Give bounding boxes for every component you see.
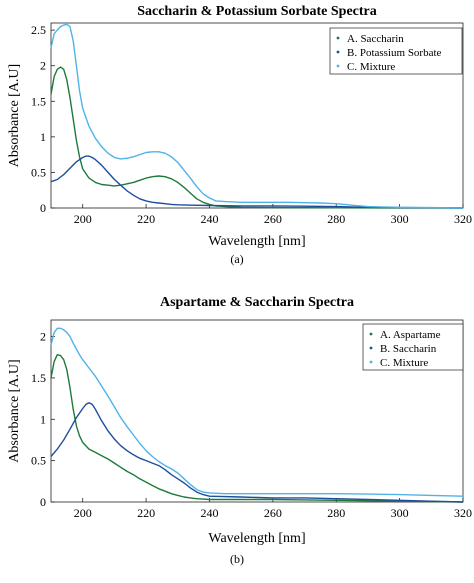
legend-label: C. Mixture bbox=[380, 357, 428, 369]
x-tick-label: 320 bbox=[454, 506, 472, 520]
x-tick-label: 200 bbox=[74, 212, 92, 226]
x-tick-label: 300 bbox=[391, 212, 409, 226]
chart-panel-b: Aspartame & Saccharin Spectra 200 220 240 26… bbox=[0, 290, 474, 583]
y-tick-label: 2.5 bbox=[31, 23, 46, 37]
legend-marker bbox=[336, 36, 340, 40]
chart-a: Saccharin & Potassium Sorbate Spectra200… bbox=[7, 4, 472, 249]
y-tick-label: 0 bbox=[40, 201, 46, 215]
y-tick-label: 0.5 bbox=[31, 165, 46, 179]
series-line-1 bbox=[50, 66, 464, 209]
legend-box bbox=[362, 323, 464, 371]
y-tick-label: 2 bbox=[40, 330, 46, 344]
legend-marker bbox=[369, 360, 373, 364]
x-tick-label: 220 bbox=[137, 506, 155, 520]
y-tick-label: 2 bbox=[40, 59, 46, 73]
legend-marker bbox=[336, 50, 340, 54]
x-axis-label: Wavelength [nm] bbox=[208, 531, 305, 546]
chart-b: Aspartame & Saccharin Spectra 200 220 240 26… bbox=[7, 295, 472, 546]
y-tick-label: 1.5 bbox=[31, 371, 46, 385]
chart-title: Aspartame & Saccharin Spectra bbox=[160, 295, 354, 310]
legend-label: B. Saccharin bbox=[380, 343, 437, 355]
series-line-3 bbox=[50, 23, 464, 209]
y-tick-label: 0 bbox=[40, 495, 46, 509]
series-line-1 bbox=[50, 354, 464, 503]
y-tick-label: 1 bbox=[40, 130, 46, 144]
legend-label: A. Aspartame bbox=[380, 329, 441, 341]
y-tick-label: 0.5 bbox=[31, 454, 46, 468]
x-tick-label: 280 bbox=[327, 212, 345, 226]
plot-frame bbox=[50, 319, 464, 503]
x-tick-label: 280 bbox=[327, 506, 345, 520]
caption-b: (b) bbox=[230, 552, 244, 566]
legend-label: B. Potassium Sorbate bbox=[347, 47, 442, 59]
chart-title: Saccharin & Potassium Sorbate Spectra bbox=[137, 4, 377, 19]
y-axis-label: Absorbance [A.U] bbox=[7, 359, 22, 462]
caption-a: (a) bbox=[230, 252, 244, 266]
y-axis-label: Absorbance [A.U] bbox=[7, 64, 22, 167]
legend-marker bbox=[336, 64, 340, 68]
chart-panel-a: Saccharin & Potassium Sorbate Spectra 200… bbox=[0, 0, 474, 283]
series-line-2 bbox=[50, 402, 464, 503]
x-tick-label: 320 bbox=[454, 212, 472, 226]
series-line-2 bbox=[50, 155, 464, 209]
x-tick-label: 240 bbox=[200, 212, 218, 226]
x-tick-label: 220 bbox=[137, 212, 155, 226]
x-tick-label: 260 bbox=[264, 212, 282, 226]
legend-marker bbox=[369, 332, 373, 336]
x-tick-label: 300 bbox=[391, 506, 409, 520]
series-line-3 bbox=[50, 327, 464, 497]
legend-label: A. Saccharin bbox=[347, 33, 404, 45]
legend-label: C. Mixture bbox=[347, 61, 395, 73]
legend-box bbox=[329, 27, 463, 75]
x-axis-label: Wavelength [nm] bbox=[208, 234, 305, 249]
x-tick-label: 200 bbox=[74, 506, 92, 520]
x-tick-label: 260 bbox=[264, 506, 282, 520]
y-tick-label: 1 bbox=[40, 412, 46, 426]
legend-marker bbox=[369, 346, 373, 350]
x-tick-label: 240 bbox=[200, 506, 218, 520]
y-tick-label: 1.5 bbox=[31, 94, 46, 108]
